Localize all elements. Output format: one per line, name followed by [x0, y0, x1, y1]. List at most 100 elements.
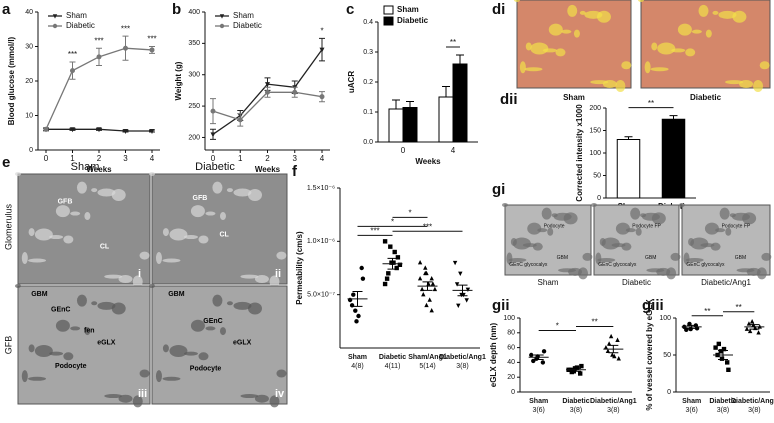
- image-label: GEnC: [203, 318, 222, 325]
- texture-spot: [688, 237, 695, 246]
- y-tick-label: 40: [25, 9, 33, 16]
- data-point: [578, 371, 583, 376]
- y-tick-label: 250: [188, 103, 200, 110]
- texture-spot: [644, 61, 651, 74]
- panel-label: gi: [492, 181, 505, 198]
- column-header: Sham: [71, 161, 100, 173]
- texture-spot: [139, 369, 150, 378]
- error-bar: [669, 115, 678, 120]
- image-caption: Diabetic: [690, 93, 722, 102]
- data-point: [356, 313, 361, 319]
- error-bar: [457, 284, 468, 297]
- texture-spot: [590, 80, 609, 85]
- texture-spot: [759, 61, 770, 70]
- data-point: [569, 369, 574, 375]
- data-point: [612, 353, 617, 359]
- texture-spot: [725, 80, 744, 85]
- y-tick-label: 0.4: [363, 19, 373, 26]
- texture-spot: [502, 203, 508, 207]
- texture-spot: [514, 0, 520, 2]
- data-point: [713, 345, 718, 350]
- image-label: CL: [220, 231, 230, 238]
- texture-spot: [512, 237, 531, 250]
- bar: [402, 107, 418, 143]
- n-label: 3(8): [570, 407, 582, 414]
- texture-spot: [70, 211, 81, 216]
- texture-spot: [276, 251, 287, 260]
- data-point: [579, 363, 584, 369]
- texture-spot: [34, 228, 53, 241]
- image-caption: Diabetic/Ang1: [701, 278, 751, 287]
- texture-spot: [269, 275, 280, 288]
- y-tick-label: 80: [507, 330, 515, 337]
- texture-spot: [169, 344, 188, 357]
- data-point: [392, 249, 397, 255]
- data-point: [70, 127, 75, 133]
- texture-spot: [548, 23, 563, 36]
- image-label: Podocyte FP: [722, 223, 751, 229]
- data-point: [605, 348, 611, 354]
- texture-spot: [690, 237, 709, 250]
- y-tick-label: 150: [589, 127, 601, 134]
- y-tick-label: 100: [503, 315, 515, 322]
- texture-spot: [198, 352, 209, 361]
- texture-spot: [530, 42, 549, 55]
- data-point: [456, 303, 461, 308]
- texture-spot: [725, 227, 732, 236]
- texture-spot: [162, 344, 169, 353]
- texture-spot: [615, 222, 630, 235]
- texture-spot: [595, 252, 602, 265]
- data-point: [424, 302, 429, 308]
- data-point: [719, 356, 725, 361]
- x-tick-label: Diabetic/Ang1: [731, 398, 774, 405]
- data-point: [721, 346, 727, 352]
- data-point: [52, 14, 58, 19]
- significance: *: [408, 208, 411, 217]
- texture-spot: [15, 284, 21, 288]
- legend-swatch: [383, 5, 394, 15]
- significance: **: [592, 318, 598, 327]
- x-tick-label: 4: [451, 146, 456, 155]
- tile-numeral: i: [138, 268, 141, 280]
- bar: [661, 118, 686, 199]
- texture-spot: [183, 351, 198, 356]
- x-tick-label: 3: [293, 154, 298, 163]
- texture-spot: [651, 42, 658, 51]
- texture-spot: [736, 268, 755, 273]
- image-label: Podocyte: [544, 223, 565, 229]
- data-point: [123, 129, 128, 135]
- texture-spot: [657, 42, 676, 55]
- tile-numeral: ii: [275, 268, 281, 280]
- error-bar: [533, 354, 544, 360]
- texture-spot: [63, 235, 74, 244]
- texture-spot: [599, 237, 606, 246]
- legend-label: Diabetic: [233, 21, 262, 30]
- error-bar: [749, 324, 760, 330]
- image-label: GBM: [557, 255, 568, 261]
- legend-label: Diabetic: [397, 16, 429, 25]
- y-tick-label: 40: [507, 359, 515, 366]
- data-point: [210, 108, 216, 114]
- data-point: [359, 265, 364, 271]
- texture-spot: [226, 188, 233, 193]
- texture-spot: [162, 376, 181, 381]
- significance: **: [704, 307, 710, 316]
- texture-spot: [691, 29, 702, 34]
- y-axis-label: eGLX depth (nm): [489, 322, 498, 387]
- texture-spot: [561, 29, 572, 34]
- texture-spot: [198, 235, 209, 244]
- data-point: [391, 260, 396, 265]
- n-label: 3(6): [685, 407, 697, 414]
- texture-spot: [155, 252, 162, 265]
- y-tick-label: 100: [659, 315, 671, 322]
- data-point: [394, 265, 399, 271]
- legend-label: Sham: [397, 5, 419, 14]
- data-point: [395, 255, 401, 260]
- texture-spot: [683, 252, 690, 265]
- data-point: [423, 265, 428, 270]
- image-label: GBM: [735, 255, 746, 261]
- texture-spot: [28, 228, 35, 237]
- tile-numeral: iv: [275, 388, 285, 400]
- n-label: 3(6): [532, 407, 544, 414]
- texture-spot: [276, 369, 287, 378]
